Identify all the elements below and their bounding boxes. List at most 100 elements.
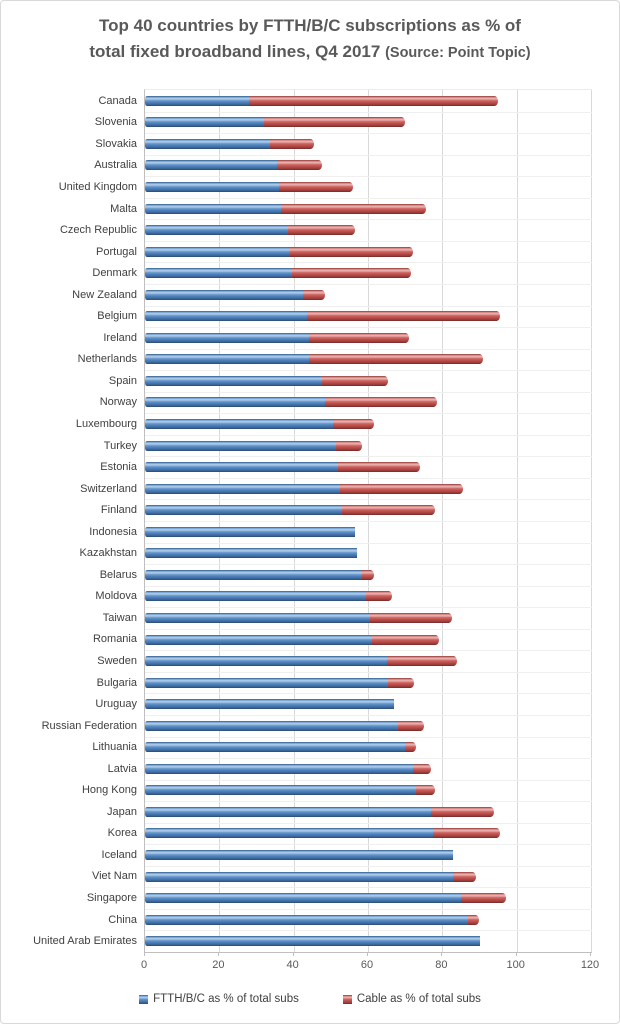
legend-label: FTTH/B/C as % of total subs (153, 993, 299, 1005)
legend: FTTH/B/C as % of total subs Cable as % of… (1, 993, 619, 1005)
bar-segment-cable (308, 332, 409, 343)
row-separator (145, 456, 592, 458)
category-label: Finland (100, 504, 137, 517)
category-label: Norway (99, 396, 137, 409)
category-label: Indonesia (89, 525, 137, 538)
row-separator (145, 391, 592, 393)
row-separator (145, 499, 592, 501)
category-label: Belarus (99, 568, 137, 581)
category-label: Luxembourg (75, 417, 137, 430)
bar-segment-ftth (145, 806, 432, 817)
bar-segment-ftth (145, 419, 333, 430)
bar-segment-ftth (145, 440, 337, 451)
row-separator (145, 736, 592, 738)
category-label: Taiwan (102, 611, 137, 624)
bar-segment-ftth (145, 462, 339, 473)
axis-tick-label: 80 (435, 959, 448, 971)
row-separator (145, 585, 592, 587)
row-separator (145, 305, 592, 307)
bar-segment-ftth (145, 526, 355, 537)
row-separator (145, 327, 592, 329)
row-separator (145, 283, 592, 285)
row-separator (145, 154, 592, 156)
row-separator (145, 822, 592, 824)
bar-segment-ftth (145, 505, 342, 516)
row-separator (145, 887, 592, 889)
category-label: Russian Federation (41, 719, 137, 732)
bar-segment-ftth (145, 828, 434, 839)
bar-segment-ftth (145, 742, 406, 753)
axis-tick (441, 952, 443, 956)
bar-segment-ftth (145, 914, 469, 925)
bar-segment-ftth (145, 893, 461, 904)
bar-segment-cable (431, 806, 495, 817)
row-separator (145, 628, 592, 630)
bar-segment-cable (325, 397, 437, 408)
bar-segment-ftth (145, 246, 290, 257)
bar-segment-cable (288, 225, 355, 236)
legend-label: Cable as % of total subs (356, 993, 481, 1005)
category-label: New Zealand (72, 288, 137, 301)
category-label: Malta (110, 202, 137, 215)
bar-segment-cable (416, 785, 435, 796)
bar-segment-cable (280, 203, 426, 214)
row-separator (145, 370, 592, 372)
chart-source: (Source: Point Topic) (385, 45, 531, 62)
row-separator (145, 176, 592, 178)
category-label: Estonia (100, 461, 137, 474)
bar-segment-ftth (145, 656, 387, 667)
bar-segment-cable (468, 914, 480, 925)
axis-tick-label: 40 (286, 959, 299, 971)
bar-segment-ftth (145, 720, 398, 731)
bar-segment-ftth (145, 225, 289, 236)
row-separator (145, 542, 592, 544)
row-separator (145, 133, 592, 135)
category-label: Kazakhstan (79, 547, 137, 560)
category-label: Slovakia (95, 137, 137, 150)
bar-segment-ftth (145, 634, 372, 645)
row-separator (145, 413, 592, 415)
axis-tick-label: 0 (140, 959, 148, 971)
category-label: Australia (94, 159, 137, 172)
plot-area (144, 89, 592, 953)
bar-segment-cable (362, 569, 374, 580)
bar-segment-cable (306, 311, 500, 322)
bar-segment-ftth (145, 677, 389, 688)
row-separator (145, 111, 592, 113)
bar-segment-ftth (145, 936, 480, 947)
category-label: China (108, 913, 137, 926)
bar-segment-ftth (145, 311, 307, 322)
legend-item: FTTH/B/C as % of total subs (139, 993, 299, 1005)
bar-segment-ftth (145, 203, 281, 214)
bar-segment-ftth (145, 548, 357, 559)
category-label: Ireland (103, 331, 137, 344)
bar-segment-cable (369, 612, 452, 623)
axis-tick-label: 100 (506, 959, 525, 971)
bar-segment-cable (341, 505, 435, 516)
bar-segment-cable (302, 289, 326, 300)
ftth-legend-swatch-icon (139, 994, 149, 1004)
bar-segment-ftth (145, 160, 277, 171)
bar-segment-ftth (145, 375, 322, 386)
row-separator (145, 219, 592, 221)
bar-segment-ftth (145, 850, 454, 861)
axis-tick (144, 952, 145, 956)
bar-segment-cable (412, 763, 432, 774)
bar-segment-cable (460, 893, 506, 904)
bar-segment-ftth (145, 138, 270, 149)
axis-tick (590, 952, 591, 956)
category-label: Romania (92, 633, 137, 646)
legend-item: Cable as % of total subs (342, 993, 481, 1005)
category-label: Spain (108, 374, 137, 387)
category-label: Portugal (96, 245, 137, 258)
category-label: Singapore (86, 892, 137, 904)
row-separator (145, 348, 592, 350)
category-label: Switzerland (80, 482, 137, 495)
bar-segment-cable (332, 419, 374, 430)
category-label: Uruguay (95, 698, 137, 711)
bar-segment-cable (366, 591, 393, 602)
axis-tick (292, 952, 294, 956)
value-axis: 0 20 40 60 80 100 120 (141, 952, 599, 978)
axis-tick-label: 60 (360, 959, 374, 971)
